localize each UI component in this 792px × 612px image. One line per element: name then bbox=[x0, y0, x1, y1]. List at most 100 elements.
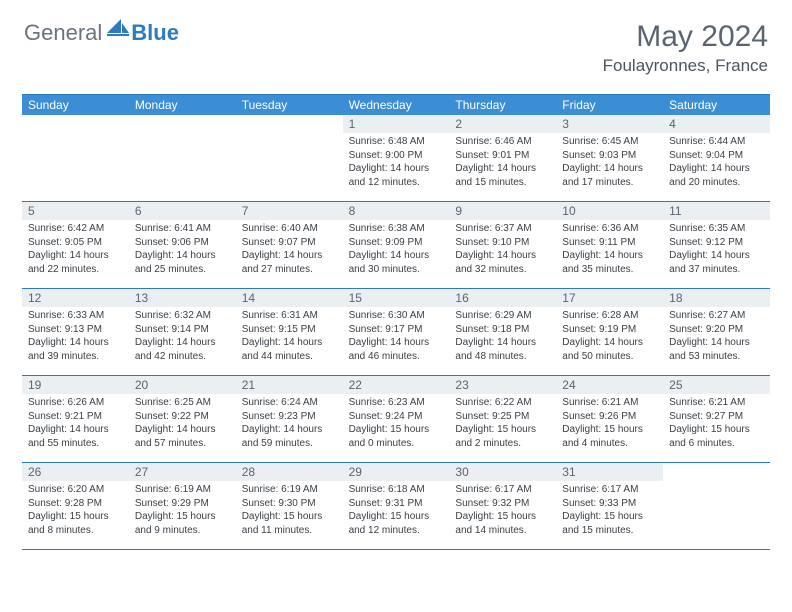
day-content: Sunrise: 6:28 AMSunset: 9:19 PMDaylight:… bbox=[556, 307, 663, 367]
day-number: 9 bbox=[449, 202, 556, 220]
day-line: Sunset: 9:12 PM bbox=[669, 236, 764, 250]
title-block: May 2024 Foulayronnes, France bbox=[603, 20, 768, 76]
day-number: 7 bbox=[236, 202, 343, 220]
day-number: 23 bbox=[449, 376, 556, 394]
day-content: Sunrise: 6:24 AMSunset: 9:23 PMDaylight:… bbox=[236, 394, 343, 454]
day-number: 25 bbox=[663, 376, 770, 394]
day-content: Sunrise: 6:40 AMSunset: 9:07 PMDaylight:… bbox=[236, 220, 343, 280]
day-cell: 22Sunrise: 6:23 AMSunset: 9:24 PMDayligh… bbox=[343, 376, 450, 462]
day-line: Daylight: 14 hours bbox=[455, 336, 550, 350]
day-line: Sunset: 9:06 PM bbox=[135, 236, 230, 250]
day-content: Sunrise: 6:26 AMSunset: 9:21 PMDaylight:… bbox=[22, 394, 129, 454]
day-content: Sunrise: 6:42 AMSunset: 9:05 PMDaylight:… bbox=[22, 220, 129, 280]
day-line: Sunrise: 6:17 AM bbox=[562, 483, 657, 497]
day-cell: 20 Sunrise: 6:25 AMSunset: 9:22 PMDayligh… bbox=[129, 376, 236, 462]
day-content: Sunrise: 6:37 AMSunset: 9:10 PMDaylight:… bbox=[449, 220, 556, 280]
day-line: Sunrise: 6:36 AM bbox=[562, 222, 657, 236]
day-content: Sunrise: 6:22 AMSunset: 9:25 PMDaylight:… bbox=[449, 394, 556, 454]
day-content: Sunrise: 6:33 AMSunset: 9:13 PMDaylight:… bbox=[22, 307, 129, 367]
day-content: Sunrise: 6:31 AMSunset: 9:15 PMDaylight:… bbox=[236, 307, 343, 367]
day-line: and 57 minutes. bbox=[135, 437, 230, 451]
day-line: Daylight: 14 hours bbox=[562, 336, 657, 350]
day-number: 12 bbox=[22, 289, 129, 307]
day-line: Sunset: 9:10 PM bbox=[455, 236, 550, 250]
day-line: Sunrise: 6:29 AM bbox=[455, 309, 550, 323]
day-line: and 12 minutes. bbox=[349, 524, 444, 538]
day-line: Sunset: 9:20 PM bbox=[669, 323, 764, 337]
day-line: Sunrise: 6:18 AM bbox=[349, 483, 444, 497]
day-line: Sunset: 9:01 PM bbox=[455, 149, 550, 163]
day-line: Sunrise: 6:46 AM bbox=[455, 135, 550, 149]
day-line: Sunrise: 6:40 AM bbox=[242, 222, 337, 236]
day-line: and 15 minutes. bbox=[562, 524, 657, 538]
day-content: Sunrise: 6:46 AMSunset: 9:01 PMDaylight:… bbox=[449, 133, 556, 193]
day-line: Daylight: 14 hours bbox=[135, 423, 230, 437]
day-line: Sunrise: 6:27 AM bbox=[669, 309, 764, 323]
day-cell: 30Sunrise: 6:17 AMSunset: 9:32 PMDayligh… bbox=[449, 463, 556, 549]
day-line: Sunset: 9:17 PM bbox=[349, 323, 444, 337]
day-line: and 2 minutes. bbox=[455, 437, 550, 451]
day-line: Sunrise: 6:38 AM bbox=[349, 222, 444, 236]
day-number: 20 bbox=[129, 376, 236, 394]
day-number: 3 bbox=[556, 115, 663, 133]
day-line: and 53 minutes. bbox=[669, 350, 764, 364]
day-line: Sunrise: 6:25 AM bbox=[135, 396, 230, 410]
day-line: Sunset: 9:03 PM bbox=[562, 149, 657, 163]
day-header-cell: Monday bbox=[129, 95, 236, 115]
day-cell: 28Sunrise: 6:19 AMSunset: 9:30 PMDayligh… bbox=[236, 463, 343, 549]
day-line: Daylight: 14 hours bbox=[349, 249, 444, 263]
day-line: and 32 minutes. bbox=[455, 263, 550, 277]
day-line: and 44 minutes. bbox=[242, 350, 337, 364]
day-line: Daylight: 14 hours bbox=[669, 249, 764, 263]
day-cell: 3Sunrise: 6:45 AMSunset: 9:03 PMDaylight… bbox=[556, 115, 663, 201]
day-line: Sunset: 9:13 PM bbox=[28, 323, 123, 337]
day-line: and 39 minutes. bbox=[28, 350, 123, 364]
day-number: 2 bbox=[449, 115, 556, 133]
day-number: 14 bbox=[236, 289, 343, 307]
day-line: and 55 minutes. bbox=[28, 437, 123, 451]
day-line: Daylight: 14 hours bbox=[562, 249, 657, 263]
day-number: 21 bbox=[236, 376, 343, 394]
day-line: and 14 minutes. bbox=[455, 524, 550, 538]
day-line: Daylight: 14 hours bbox=[135, 249, 230, 263]
day-line: Daylight: 14 hours bbox=[28, 336, 123, 350]
day-number: 19 bbox=[22, 376, 129, 394]
day-line: Sunset: 9:00 PM bbox=[349, 149, 444, 163]
day-line: Daylight: 14 hours bbox=[135, 336, 230, 350]
day-line: Daylight: 14 hours bbox=[349, 336, 444, 350]
day-line: Sunset: 9:09 PM bbox=[349, 236, 444, 250]
day-cell: 14Sunrise: 6:31 AMSunset: 9:15 PMDayligh… bbox=[236, 289, 343, 375]
day-line: Sunset: 9:26 PM bbox=[562, 410, 657, 424]
day-line: Daylight: 14 hours bbox=[455, 162, 550, 176]
day-cell: 13Sunrise: 6:32 AMSunset: 9:14 PMDayligh… bbox=[129, 289, 236, 375]
day-line: Sunrise: 6:28 AM bbox=[562, 309, 657, 323]
week-row: 12Sunrise: 6:33 AMSunset: 9:13 PMDayligh… bbox=[22, 289, 770, 376]
day-line: Daylight: 15 hours bbox=[349, 423, 444, 437]
day-line: Daylight: 14 hours bbox=[455, 249, 550, 263]
day-line: Sunset: 9:28 PM bbox=[28, 497, 123, 511]
day-line: Sunrise: 6:19 AM bbox=[242, 483, 337, 497]
day-line: Sunrise: 6:31 AM bbox=[242, 309, 337, 323]
day-cell: 7Sunrise: 6:40 AMSunset: 9:07 PMDaylight… bbox=[236, 202, 343, 288]
day-cell: 11Sunrise: 6:35 AMSunset: 9:12 PMDayligh… bbox=[663, 202, 770, 288]
day-line: and 35 minutes. bbox=[562, 263, 657, 277]
day-line: Sunset: 9:25 PM bbox=[455, 410, 550, 424]
day-line: and 42 minutes. bbox=[135, 350, 230, 364]
day-cell: 5Sunrise: 6:42 AMSunset: 9:05 PMDaylight… bbox=[22, 202, 129, 288]
header: General Blue May 2024 Foulayronnes, Fran… bbox=[0, 0, 792, 86]
day-line: Sunset: 9:32 PM bbox=[455, 497, 550, 511]
day-line: and 48 minutes. bbox=[455, 350, 550, 364]
day-line: Sunrise: 6:23 AM bbox=[349, 396, 444, 410]
day-line: Daylight: 15 hours bbox=[135, 510, 230, 524]
day-line: Sunrise: 6:37 AM bbox=[455, 222, 550, 236]
logo: General Blue bbox=[24, 20, 179, 46]
day-header-cell: Saturday bbox=[663, 95, 770, 115]
day-cell: 21Sunrise: 6:24 AMSunset: 9:23 PMDayligh… bbox=[236, 376, 343, 462]
day-cell: 15Sunrise: 6:30 AMSunset: 9:17 PMDayligh… bbox=[343, 289, 450, 375]
day-cell: 31Sunrise: 6:17 AMSunset: 9:33 PMDayligh… bbox=[556, 463, 663, 549]
day-header-cell: Thursday bbox=[449, 95, 556, 115]
day-content: Sunrise: 6:18 AMSunset: 9:31 PMDaylight:… bbox=[343, 481, 450, 541]
day-line: Sunrise: 6:20 AM bbox=[28, 483, 123, 497]
day-line: Sunset: 9:22 PM bbox=[135, 410, 230, 424]
day-cell: 16Sunrise: 6:29 AMSunset: 9:18 PMDayligh… bbox=[449, 289, 556, 375]
